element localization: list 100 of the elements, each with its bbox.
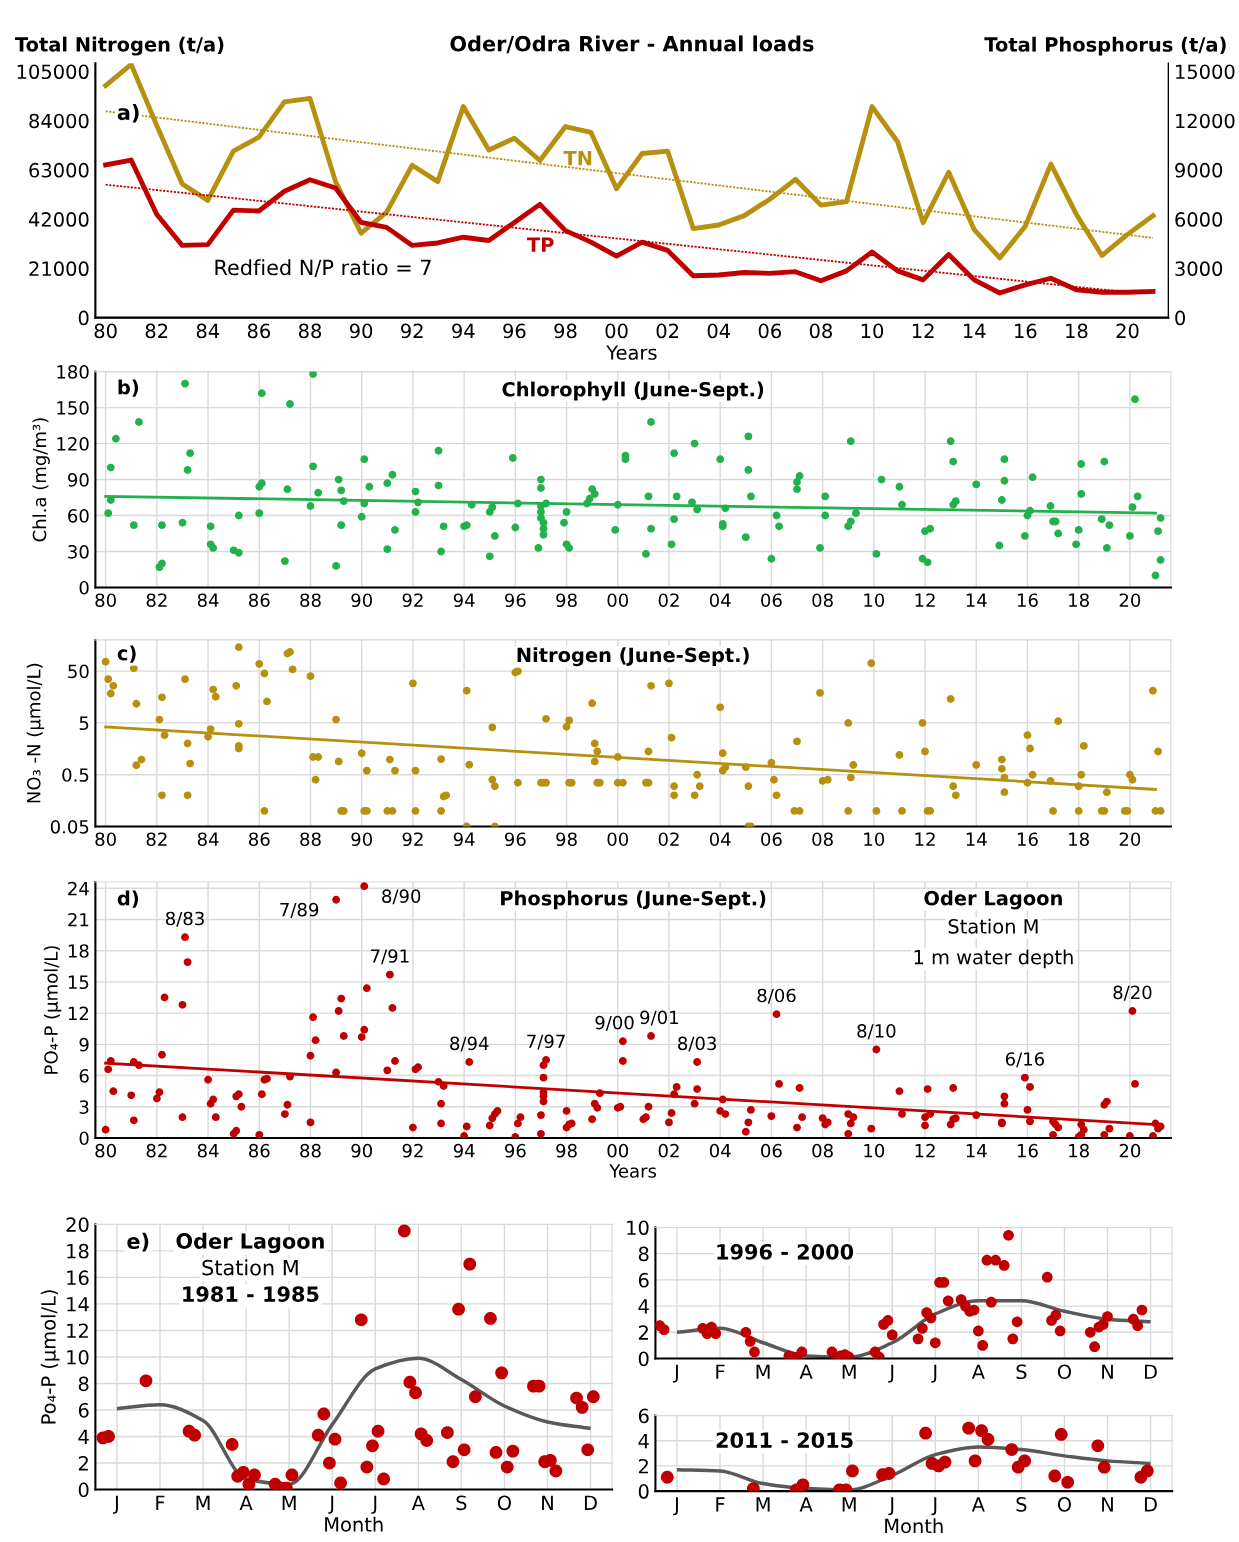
y-tick-label: 42000 xyxy=(28,212,89,227)
y2-tick-label: 0 xyxy=(1175,310,1186,326)
x-tick-label: 16 xyxy=(1015,323,1037,339)
annotation: 1 m water depth xyxy=(914,949,1073,969)
y-tick-label: 21 xyxy=(68,912,89,927)
x-tick-label: J xyxy=(673,1497,678,1516)
annotation: 8/10 xyxy=(857,1024,896,1040)
x-tick-label: 10 xyxy=(861,323,884,339)
x-tick-label: 14 xyxy=(963,323,986,338)
x-tick-label: 12 xyxy=(915,593,935,607)
x-tick-label: 94 xyxy=(453,1143,475,1158)
y-axis-title: Chl.a (mg/m³) xyxy=(32,418,50,542)
y-tick-label: 84000 xyxy=(29,113,89,129)
x-tick-label: A xyxy=(411,1495,425,1510)
y-tick-label: 120 xyxy=(57,437,89,451)
annotation: 8/94 xyxy=(450,1036,489,1052)
y-tick-label: 16 xyxy=(67,1270,89,1286)
x-tick-label: 16 xyxy=(1017,832,1038,847)
y-tick-label: 2 xyxy=(638,1325,648,1340)
x-tick-label: 08 xyxy=(812,593,833,608)
y-tick-label: 12 xyxy=(67,1323,88,1338)
annotation: d) xyxy=(117,890,139,908)
x-tick-label: 04 xyxy=(707,323,731,339)
annotation: 2011 - 2015 xyxy=(716,1432,853,1449)
annotation: 8/90 xyxy=(382,889,421,905)
x-tick-label: O xyxy=(497,1495,511,1511)
x-tick-label: 80 xyxy=(95,593,116,608)
y-tick-label: 20 xyxy=(66,1217,89,1233)
annotation: Oder Lagoon xyxy=(924,890,1062,910)
x-tick-label: 08 xyxy=(809,323,832,339)
x-tick-label: D xyxy=(1144,1364,1157,1379)
x-tick-label: F xyxy=(156,1495,165,1510)
x-tick-label: 86 xyxy=(249,593,270,608)
y-tick-label: 0.05 xyxy=(50,819,89,834)
x-tick-label: 88 xyxy=(300,1143,321,1158)
x-tick-label: J xyxy=(931,1364,937,1383)
x-tick-label: F xyxy=(716,1497,725,1512)
x-tick-label: 98 xyxy=(556,1143,577,1158)
y-tick-label: 4 xyxy=(78,1429,89,1444)
y2-tick-label: 15000 xyxy=(1176,64,1235,80)
x-tick-label: 98 xyxy=(556,593,577,608)
x-tick-label: A xyxy=(799,1364,813,1379)
x-tick-label: 04 xyxy=(709,1143,731,1158)
x-tick-label: M xyxy=(196,1495,210,1510)
x-tick-label: 82 xyxy=(146,593,167,608)
y-tick-label: 6 xyxy=(638,1408,649,1424)
x-tick-label: M xyxy=(756,1364,770,1379)
y-tick-label: 8 xyxy=(638,1246,649,1262)
y-tick-label: 14 xyxy=(67,1297,89,1312)
x-tick-label: 04 xyxy=(709,832,731,847)
x-axis-title: Years xyxy=(606,345,657,360)
x-tick-label: N xyxy=(1102,1497,1113,1512)
y-tick-label: 5 xyxy=(79,716,89,731)
x-tick-label: M xyxy=(282,1495,296,1510)
x-tick-label: F xyxy=(716,1364,725,1379)
x-tick-label: 90 xyxy=(349,323,373,339)
x-tick-label: J xyxy=(113,1495,118,1514)
x-tick-label: 86 xyxy=(249,832,270,847)
x-tick-label: 88 xyxy=(300,832,321,847)
x-tick-label: 88 xyxy=(300,593,321,608)
x-tick-label: 12 xyxy=(915,1143,935,1158)
chart-title: Chlorophyll (June-Sept.) xyxy=(502,381,764,401)
y-tick-label: 180 xyxy=(57,365,89,379)
annotation: c) xyxy=(117,645,136,663)
x-tick-label: J xyxy=(328,1495,334,1514)
y-tick-label: 150 xyxy=(57,401,89,415)
x-tick-label: A xyxy=(971,1497,985,1512)
x-tick-label: 82 xyxy=(146,832,167,847)
x-tick-label: 80 xyxy=(94,323,117,339)
x-tick-label: S xyxy=(1016,1364,1027,1380)
series-label: TN xyxy=(563,151,592,166)
annotation: 1996 - 2000 xyxy=(717,1243,854,1260)
series-label: TP xyxy=(527,237,554,252)
y-tick-label: 6 xyxy=(79,1069,89,1083)
y-tick-label: 18 xyxy=(68,944,89,958)
x-tick-label: 18 xyxy=(1066,323,1088,339)
chart-title: Phosphorus (June-Sept.) xyxy=(501,890,766,910)
x-tick-label: 06 xyxy=(758,323,781,339)
x-tick-label: 14 xyxy=(966,832,987,846)
annotation: b) xyxy=(118,379,139,397)
x-tick-label: 00 xyxy=(605,323,628,339)
annotation: a) xyxy=(117,104,139,123)
line-series xyxy=(675,1299,1153,1359)
x-tick-label: A xyxy=(971,1364,985,1379)
y-axis-title: Total Nitrogen (t/a) xyxy=(15,36,224,56)
x-tick-label: 20 xyxy=(1119,832,1141,847)
x-tick-label: 98 xyxy=(556,832,577,847)
y-tick-label: 4 xyxy=(638,1299,649,1314)
x-tick-label: 96 xyxy=(504,832,526,847)
x-tick-label: 18 xyxy=(1069,593,1089,608)
x-tick-label: 80 xyxy=(95,1143,116,1158)
y-tick-label: 21000 xyxy=(29,261,89,277)
y-tick-label: 105000 xyxy=(17,64,89,80)
x-tick-label: 84 xyxy=(197,1143,219,1158)
x-tick-label: O xyxy=(1057,1364,1072,1380)
annotation: 7/97 xyxy=(527,1034,565,1050)
annotation: 7/89 xyxy=(280,902,319,918)
x-tick-label: 82 xyxy=(145,323,168,339)
x-tick-label: 92 xyxy=(401,323,423,339)
y-tick-label: 30 xyxy=(68,544,89,559)
